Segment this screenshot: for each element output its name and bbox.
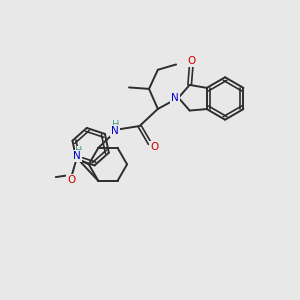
Text: O: O	[67, 175, 76, 185]
Text: O: O	[150, 142, 158, 152]
Text: N: N	[73, 151, 81, 161]
Text: N: N	[111, 126, 119, 136]
Text: N: N	[171, 93, 179, 103]
Text: H: H	[112, 120, 120, 130]
Text: H: H	[75, 146, 82, 156]
Text: O: O	[188, 56, 196, 66]
